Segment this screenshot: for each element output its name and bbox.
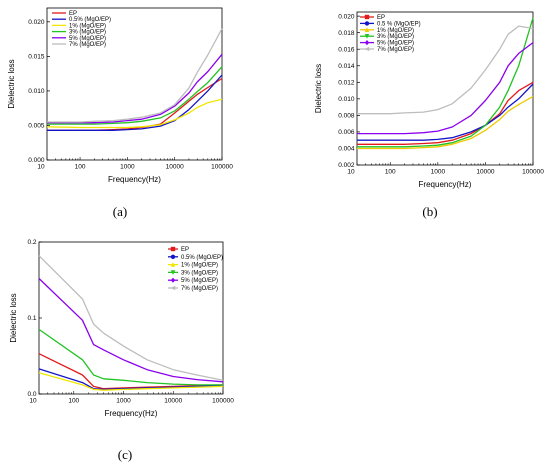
x-tick-label: 100 — [68, 398, 79, 405]
series-line-4 — [47, 53, 223, 124]
legend-label: 7% (MgO/EP) — [377, 47, 414, 53]
legend-marker — [364, 40, 370, 46]
y-axis-label: Dielectric loss — [9, 293, 18, 342]
y-tick-label: 0.010 — [338, 96, 355, 103]
chart-panel-c: 0.0 0.1 0.2 10 100 1000 10000 100000 Frequency(H… — [9, 239, 234, 418]
legend-label: 0.5% (MgO/EP) — [181, 255, 223, 261]
legend-marker — [170, 270, 176, 275]
chart-panel-b: 0.002 0.004 0.006 0.008 0.010 0.012 0.014 0.016… — [314, 11, 544, 189]
legend-label: 3% (MgO/EP) — [69, 30, 106, 36]
series-line-2 — [46, 98, 223, 129]
legend-marker — [170, 262, 176, 267]
legend-label: 5% (MgO/EP) — [181, 278, 218, 284]
x-tick-label: 10000 — [166, 164, 184, 171]
series-line-5 — [38, 255, 224, 381]
x-tick-label: 10 — [37, 164, 45, 171]
legend-label: 0.5% (MgO/EP) — [69, 17, 111, 23]
chart-panel-a: 0.000 0.005 0.010 0.015 0.020 10 100 1000 10000 1… — [7, 7, 233, 184]
y-tick-label: 0.000 — [28, 157, 45, 164]
series-line-5 — [47, 28, 223, 123]
legend-label: 5% (MgO/EP) — [69, 36, 106, 42]
legend-marker — [364, 21, 370, 26]
y-tick-label: 0.002 — [338, 162, 355, 169]
x-tick-label: 100000 — [211, 164, 233, 171]
legend-label: 3% (MgO/EP) — [377, 34, 414, 40]
x-tick-label: 100 — [75, 164, 86, 171]
legend-marker — [364, 46, 370, 52]
y-tick-label: 0.006 — [338, 129, 355, 136]
legend-marker — [170, 285, 176, 291]
legend-label: 7% (MgO/EP) — [69, 42, 106, 48]
series-line-5 — [357, 25, 534, 115]
legend-label: 1% (MgO/EP) — [181, 263, 218, 269]
series-line-2 — [38, 372, 224, 391]
x-axis-label: Frequency(Hz) — [108, 175, 161, 184]
legend-label: 1% (MgO/EP) — [377, 28, 414, 34]
y-tick-label: 0.016 — [338, 46, 355, 53]
legend-marker — [364, 27, 370, 32]
plot-frame — [46, 7, 223, 161]
x-tick-label: 100000 — [212, 398, 234, 405]
plot-frame — [356, 11, 534, 166]
y-tick-label: 0.0 — [27, 391, 36, 398]
y-tick-label: 0.014 — [338, 63, 355, 70]
y-tick-label: 0.015 — [28, 54, 45, 61]
x-tick-label: 100 — [385, 169, 396, 176]
y-tick-label: 0.1 — [27, 315, 36, 322]
series-line-4 — [357, 42, 534, 135]
x-tick-label: 10000 — [164, 398, 182, 405]
x-tick-label: 10 — [29, 398, 37, 405]
y-tick-label: 0.2 — [27, 239, 36, 246]
series-line-1 — [47, 74, 223, 131]
legend-label: EP — [181, 247, 189, 253]
x-tick-label: 100000 — [522, 169, 544, 176]
series-line-1 — [38, 368, 224, 391]
legend-label: 5% (MgO/EP) — [377, 41, 414, 47]
series-line-3 — [47, 66, 223, 125]
legend-marker — [170, 246, 176, 252]
legend-marker — [364, 14, 370, 20]
y-axis-label: Dielectric loss — [314, 64, 323, 113]
x-tick-label: 1000 — [116, 398, 131, 405]
y-tick-label: 0.004 — [338, 146, 355, 153]
series-line-3 — [357, 17, 534, 148]
legend-marker — [170, 277, 176, 283]
series-line-2 — [357, 95, 534, 150]
y-tick-label: 0.008 — [338, 113, 355, 120]
y-tick-label: 0.018 — [338, 30, 355, 37]
panel-caption-c: (c) — [118, 447, 132, 462]
y-tick-label: 0.020 — [28, 19, 45, 26]
legend-label: EP — [377, 15, 385, 21]
panel-caption-b: (b) — [422, 204, 437, 219]
x-axis-label: Frequency(Hz) — [419, 180, 472, 189]
series-line-0 — [38, 353, 224, 390]
y-axis-label: Dielectric loss — [7, 59, 16, 108]
x-axis-label: Frequency(Hz) — [105, 409, 158, 418]
legend-label: 3% (MgO/EP) — [181, 270, 218, 276]
x-tick-label: 10000 — [476, 169, 494, 176]
legend-label: 0.5 % (MgO/EP) — [377, 21, 421, 27]
x-tick-label: 10 — [347, 169, 355, 176]
legend-marker — [170, 254, 176, 259]
y-tick-label: 0.005 — [28, 123, 45, 130]
series-line-0 — [357, 81, 534, 145]
panel-caption-a: (a) — [113, 204, 127, 219]
x-tick-label: 1000 — [120, 164, 135, 171]
series-line-3 — [38, 328, 223, 386]
series-line-1 — [357, 83, 534, 141]
legend-marker — [364, 34, 370, 39]
y-tick-label: 0.010 — [28, 88, 45, 95]
y-tick-label: 0.012 — [338, 79, 355, 86]
legend-label: 1% (MgO/EP) — [69, 23, 106, 29]
series-line-4 — [38, 278, 224, 383]
x-tick-label: 1000 — [431, 169, 446, 176]
legend-label: EP — [69, 11, 77, 17]
y-tick-label: 0.020 — [338, 13, 355, 20]
legend-label: 7% (MgO/EP) — [181, 286, 218, 292]
